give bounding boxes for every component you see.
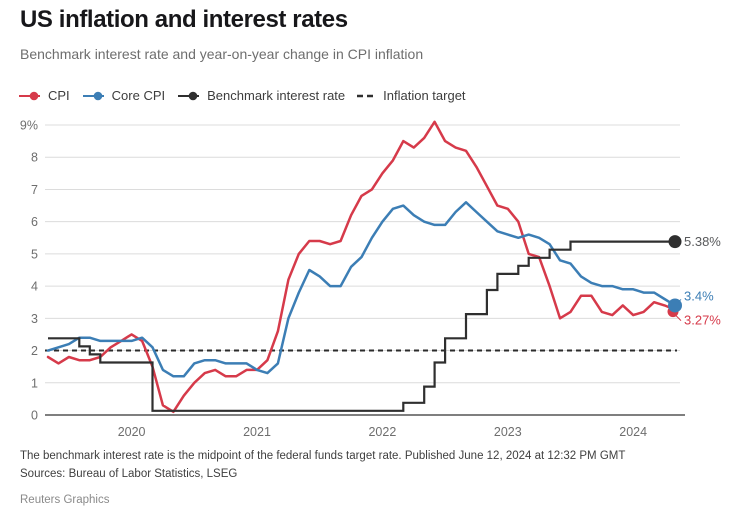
footnote: The benchmark interest rate is the midpo…	[20, 450, 626, 462]
x-tick-label: 2022	[368, 425, 396, 439]
y-tick-label: 9%	[20, 119, 38, 133]
benchmark-rate-line	[48, 240, 675, 412]
x-tick-label: 2020	[118, 425, 146, 439]
y-tick-label: 7	[31, 183, 38, 197]
core-cpi-label-leader	[677, 299, 682, 303]
y-tick-label: 2	[31, 344, 38, 358]
cpi-line-dot-icon	[19, 91, 40, 100]
core-cpi-line-dot-icon	[82, 91, 104, 100]
y-tick-label: 1	[31, 376, 38, 390]
legend-item-inflation-target: Inflation target	[357, 88, 466, 103]
benchmark-rate-line-dot-icon	[178, 91, 200, 100]
legend-item-benchmark-rate: Benchmark interest rate	[177, 88, 345, 103]
x-tick-label: 2023	[494, 425, 522, 439]
y-tick-label: 4	[31, 280, 38, 294]
legend-item-core-cpi: Core CPI	[82, 88, 165, 103]
legend-label-core-cpi: Core CPI	[111, 88, 166, 103]
credit-line: Reuters Graphics	[20, 494, 110, 506]
chart-legend: CPI Core CPI Benchmark interest rate Inf…	[18, 88, 466, 103]
y-tick-label: 8	[31, 151, 38, 165]
legend-item-cpi: CPI	[18, 88, 70, 103]
core-cpi-line	[46, 201, 677, 378]
legend-label-inflation-target: Inflation target	[383, 88, 466, 103]
inflation-target-dashed-icon	[357, 94, 378, 97]
x-tick-label: 2024	[619, 425, 647, 439]
y-tick-label: 3	[31, 312, 38, 326]
legend-label-cpi: CPI	[48, 88, 70, 103]
y-tick-label: 0	[31, 409, 38, 423]
cpi-end-label: 3.27%	[684, 313, 721, 328]
benchmark-end-dot	[668, 235, 682, 249]
page-title: US inflation and interest rates	[20, 6, 348, 33]
y-tick-label: 6	[31, 215, 38, 229]
sources-line: Sources: Bureau of Labor Statistics, LSE…	[20, 468, 238, 480]
inflation-interest-rates-chart: 9% 8 7 6 5 4 3 2 1 0 2020 2021 2022 2023 2024 5.38% 3.4%…	[20, 119, 721, 440]
cpi-label-leader	[675, 315, 682, 321]
y-tick-label: 5	[31, 247, 38, 261]
legend-label-benchmark-rate: Benchmark interest rate	[207, 88, 346, 103]
cpi-line	[46, 120, 677, 414]
core-cpi-end-label: 3.4%	[684, 288, 714, 303]
benchmark-end-label: 5.38%	[684, 234, 721, 249]
x-tick-label: 2021	[243, 425, 271, 439]
page-subtitle: Benchmark interest rate and year-on-year…	[20, 46, 424, 62]
